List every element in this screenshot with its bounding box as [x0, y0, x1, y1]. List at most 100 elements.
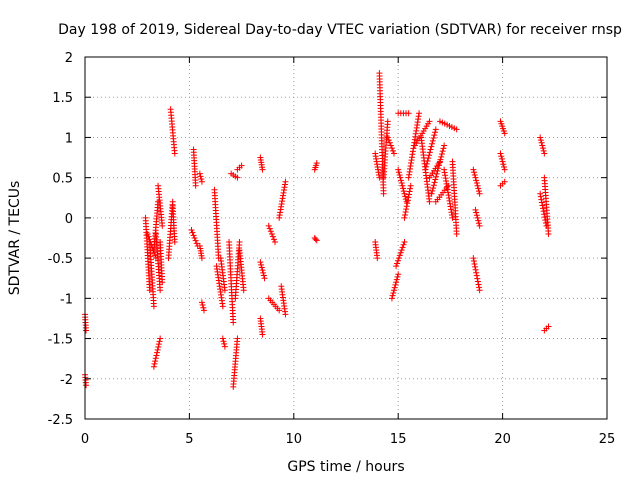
data-point [259, 166, 266, 173]
data-point [192, 237, 199, 244]
data-point [476, 190, 483, 197]
data-point [428, 143, 435, 150]
data-point [399, 182, 406, 189]
data-point [193, 240, 200, 247]
data-point [234, 335, 241, 342]
data-point [400, 188, 407, 195]
data-point [405, 194, 412, 201]
data-point [498, 153, 505, 160]
data-point [540, 205, 547, 212]
data-point [387, 142, 394, 149]
data-point [388, 145, 395, 152]
data-point [196, 170, 203, 177]
data-point [473, 209, 480, 216]
data-point [545, 230, 552, 237]
data-point [313, 160, 320, 167]
data-point [475, 185, 482, 192]
data-point [401, 190, 408, 197]
data-point [221, 343, 228, 350]
data-point [171, 239, 178, 246]
data-point [428, 190, 435, 197]
data-point [433, 170, 440, 177]
data-point [441, 142, 448, 149]
data-point [393, 263, 400, 270]
data-point [400, 241, 407, 248]
x-tick-label: 20 [494, 432, 511, 447]
data-point [402, 209, 409, 216]
data-point [240, 287, 247, 294]
y-tick-label: -1 [60, 292, 73, 307]
chart-title: Day 198 of 2019, Sidereal Day-to-day VTE… [58, 22, 622, 38]
data-point [405, 110, 412, 117]
data-point [398, 247, 405, 254]
data-point [426, 149, 433, 156]
data-point [426, 198, 433, 205]
data-point [221, 340, 228, 347]
data-point [401, 239, 408, 246]
data-point [268, 230, 275, 237]
data-point [433, 173, 440, 180]
data-point [475, 220, 482, 227]
data-point [537, 193, 544, 200]
data-point [394, 273, 401, 280]
data-point [397, 174, 404, 181]
data-point [470, 258, 477, 265]
data-point [474, 214, 481, 221]
data-point [159, 222, 166, 229]
data-point [541, 150, 548, 157]
data-point [384, 134, 391, 141]
data-point [403, 203, 410, 210]
data-point [394, 260, 401, 267]
data-point [403, 206, 410, 213]
data-point [426, 152, 433, 159]
data-point [453, 230, 460, 237]
data-point [392, 281, 399, 288]
data-point [472, 206, 479, 213]
y-tick-label: 1.5 [52, 91, 73, 106]
data-point [390, 289, 397, 296]
x-tick-label: 15 [390, 432, 407, 447]
data-point [269, 233, 276, 240]
data-point [198, 299, 205, 306]
data-point [474, 278, 481, 285]
data-point [397, 177, 404, 184]
data-point [385, 137, 392, 144]
data-point [391, 287, 398, 294]
data-point [399, 244, 406, 251]
data-point [470, 166, 477, 173]
data-point [432, 176, 439, 183]
data-point [434, 168, 441, 175]
data-point [422, 166, 429, 173]
data-point [144, 230, 151, 237]
x-axis: 0 5 10 15 20 25 [81, 57, 615, 447]
data-point [230, 319, 237, 326]
data-point [427, 146, 434, 153]
data-point [155, 341, 162, 348]
data-point [449, 214, 456, 221]
data-point [150, 303, 157, 310]
data-point [476, 222, 483, 229]
data-point [426, 118, 433, 125]
data-point [200, 304, 207, 311]
data-point [153, 352, 160, 359]
data-point [439, 148, 446, 155]
data-point [260, 269, 267, 276]
data-point [538, 199, 545, 206]
data-point [198, 176, 205, 183]
data-point [499, 158, 506, 165]
data-point [389, 147, 396, 154]
data-point [406, 188, 413, 195]
data-point [154, 349, 161, 356]
data-point [391, 284, 398, 291]
data-point [395, 271, 402, 278]
y-tick-label: -2.5 [48, 413, 73, 428]
data-point [388, 295, 395, 302]
data-point [313, 237, 320, 244]
x-tick-label: 0 [81, 432, 89, 447]
data-point [394, 257, 401, 264]
data-point [540, 208, 547, 215]
data-point [145, 233, 152, 240]
data-point [397, 249, 404, 256]
data-point [425, 155, 432, 162]
data-point [198, 255, 205, 262]
